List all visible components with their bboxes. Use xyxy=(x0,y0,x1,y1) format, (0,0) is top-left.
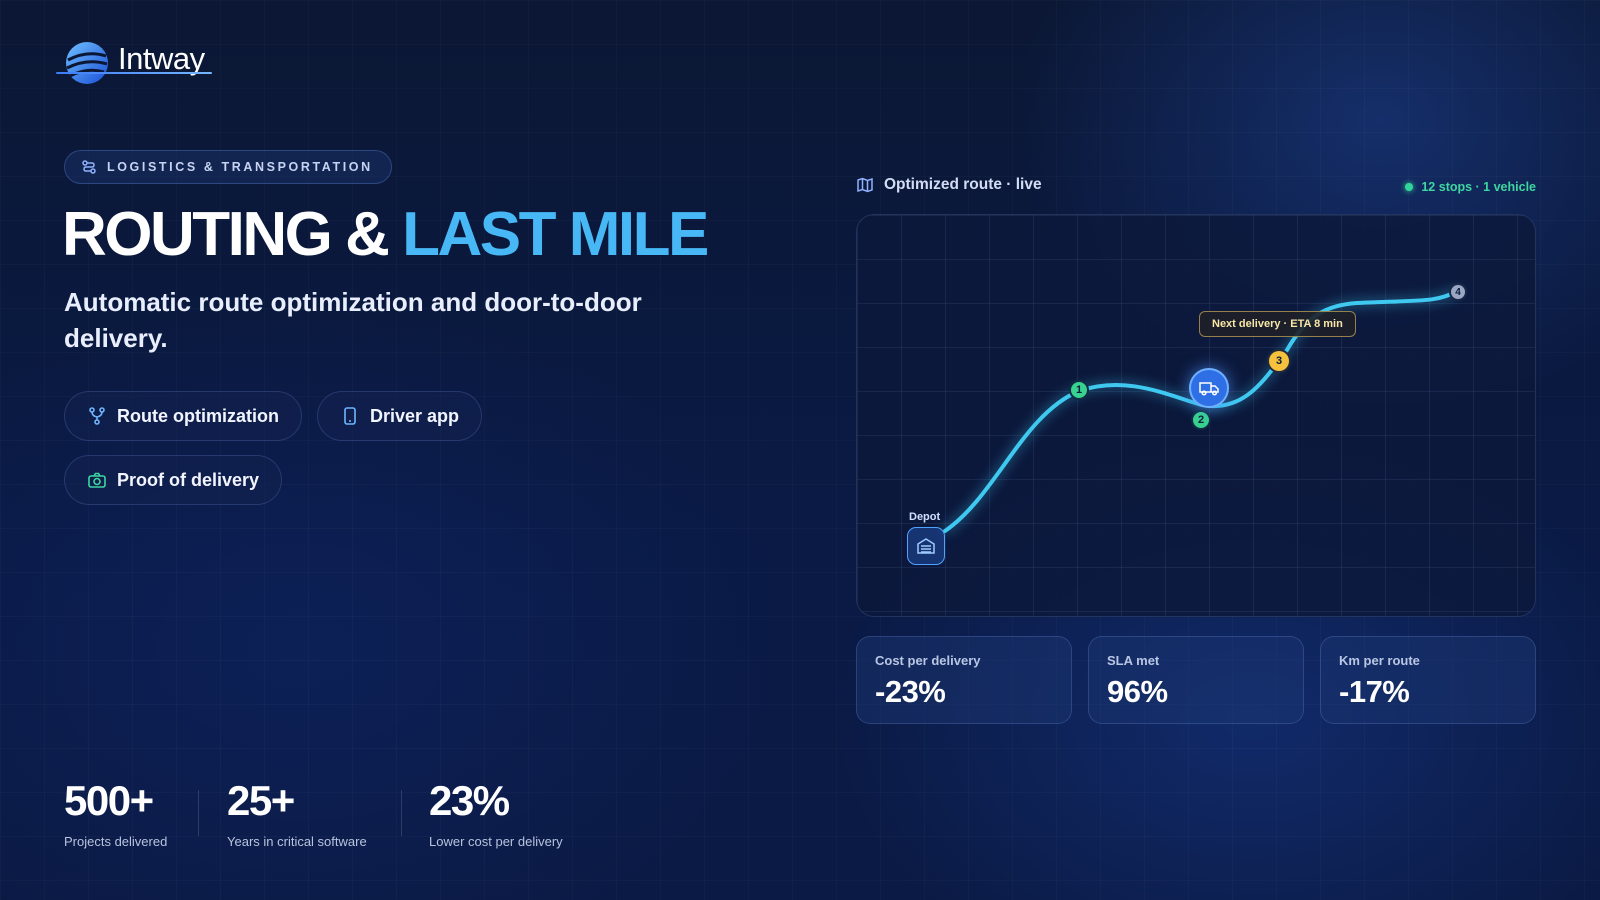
feature-chip-route-optimization[interactable]: Route optimization xyxy=(64,391,302,441)
stat-cost: 23% Lower cost per delivery xyxy=(429,777,563,850)
warehouse-icon xyxy=(917,538,935,554)
truck-icon xyxy=(1199,382,1219,396)
metric-label: Km per route xyxy=(1339,653,1420,668)
stat-label: Years in critical software xyxy=(227,834,367,849)
metric-value: -23% xyxy=(875,674,946,709)
stat-years: 25+ Years in critical software xyxy=(227,777,367,850)
category-tag-label: LOGISTICS & TRANSPORTATION xyxy=(107,160,373,174)
stop-marker-1[interactable]: 1 xyxy=(1069,380,1089,400)
map-header: Optimized route · live xyxy=(856,176,1042,194)
stop-marker-3[interactable]: 3 xyxy=(1267,349,1291,373)
metric-value: 96% xyxy=(1107,674,1168,709)
metric-card-cost: Cost per delivery -23% xyxy=(856,636,1072,724)
stat-divider xyxy=(198,790,199,836)
feature-chip-driver-app[interactable]: Driver app xyxy=(317,391,483,441)
eta-tooltip: Next delivery · ETA 8 min xyxy=(1199,311,1356,337)
logo-underline xyxy=(56,72,212,74)
map-icon xyxy=(857,177,873,193)
map-status: 12 stops · 1 vehicle xyxy=(1405,180,1536,194)
stat-label: Projects delivered xyxy=(64,834,168,849)
map-meta-text: 12 stops · 1 vehicle xyxy=(1421,180,1536,194)
title-accent: LAST MILE xyxy=(402,200,709,269)
metric-card-sla: SLA met 96% xyxy=(1088,636,1304,724)
brand-logo[interactable]: Intway xyxy=(64,40,205,86)
metric-label: Cost per delivery xyxy=(875,653,981,668)
live-dot-icon xyxy=(1405,183,1414,191)
feature-chip-label: Route optimization xyxy=(117,405,279,426)
stat-projects: 500+ Projects delivered xyxy=(64,777,168,850)
route-map[interactable]: Depot 1 2 3 4 Next delivery · ETA 8 min xyxy=(856,214,1536,617)
route-icon xyxy=(82,160,96,174)
brand-name: Intway xyxy=(118,41,205,76)
category-tag: LOGISTICS & TRANSPORTATION xyxy=(64,150,392,184)
metric-card-km: Km per route -17% xyxy=(1320,636,1536,724)
stat-value: 25+ xyxy=(227,777,295,824)
metric-value: -17% xyxy=(1339,674,1410,709)
depot-label: Depot xyxy=(909,511,941,523)
stop-marker-4[interactable]: 4 xyxy=(1449,283,1467,301)
map-title: Optimized route · live xyxy=(884,176,1042,193)
feature-chip-proof-of-delivery[interactable]: Proof of delivery xyxy=(64,455,283,505)
page-title: ROUTING & LAST MILE xyxy=(62,204,709,266)
stat-label: Lower cost per delivery xyxy=(429,834,563,849)
feature-chip-label: Driver app xyxy=(370,405,460,426)
stat-value: 23% xyxy=(429,777,510,824)
route-fork-icon xyxy=(89,407,105,425)
title-main: ROUTING & xyxy=(62,200,403,269)
route-path xyxy=(943,289,1459,533)
stat-divider xyxy=(401,790,402,836)
metric-label: SLA met xyxy=(1107,653,1160,668)
camera-icon xyxy=(88,472,106,488)
smartphone-icon xyxy=(344,407,356,425)
stop-marker-2[interactable]: 2 xyxy=(1191,410,1211,430)
page-subtitle: Automatic route optimization and door-to… xyxy=(64,287,642,353)
globe-logo-icon xyxy=(66,42,108,84)
vehicle-marker[interactable] xyxy=(1189,368,1229,408)
feature-chip-label: Proof of delivery xyxy=(117,469,260,490)
stat-value: 500+ xyxy=(64,777,154,824)
depot-marker[interactable] xyxy=(907,527,945,565)
